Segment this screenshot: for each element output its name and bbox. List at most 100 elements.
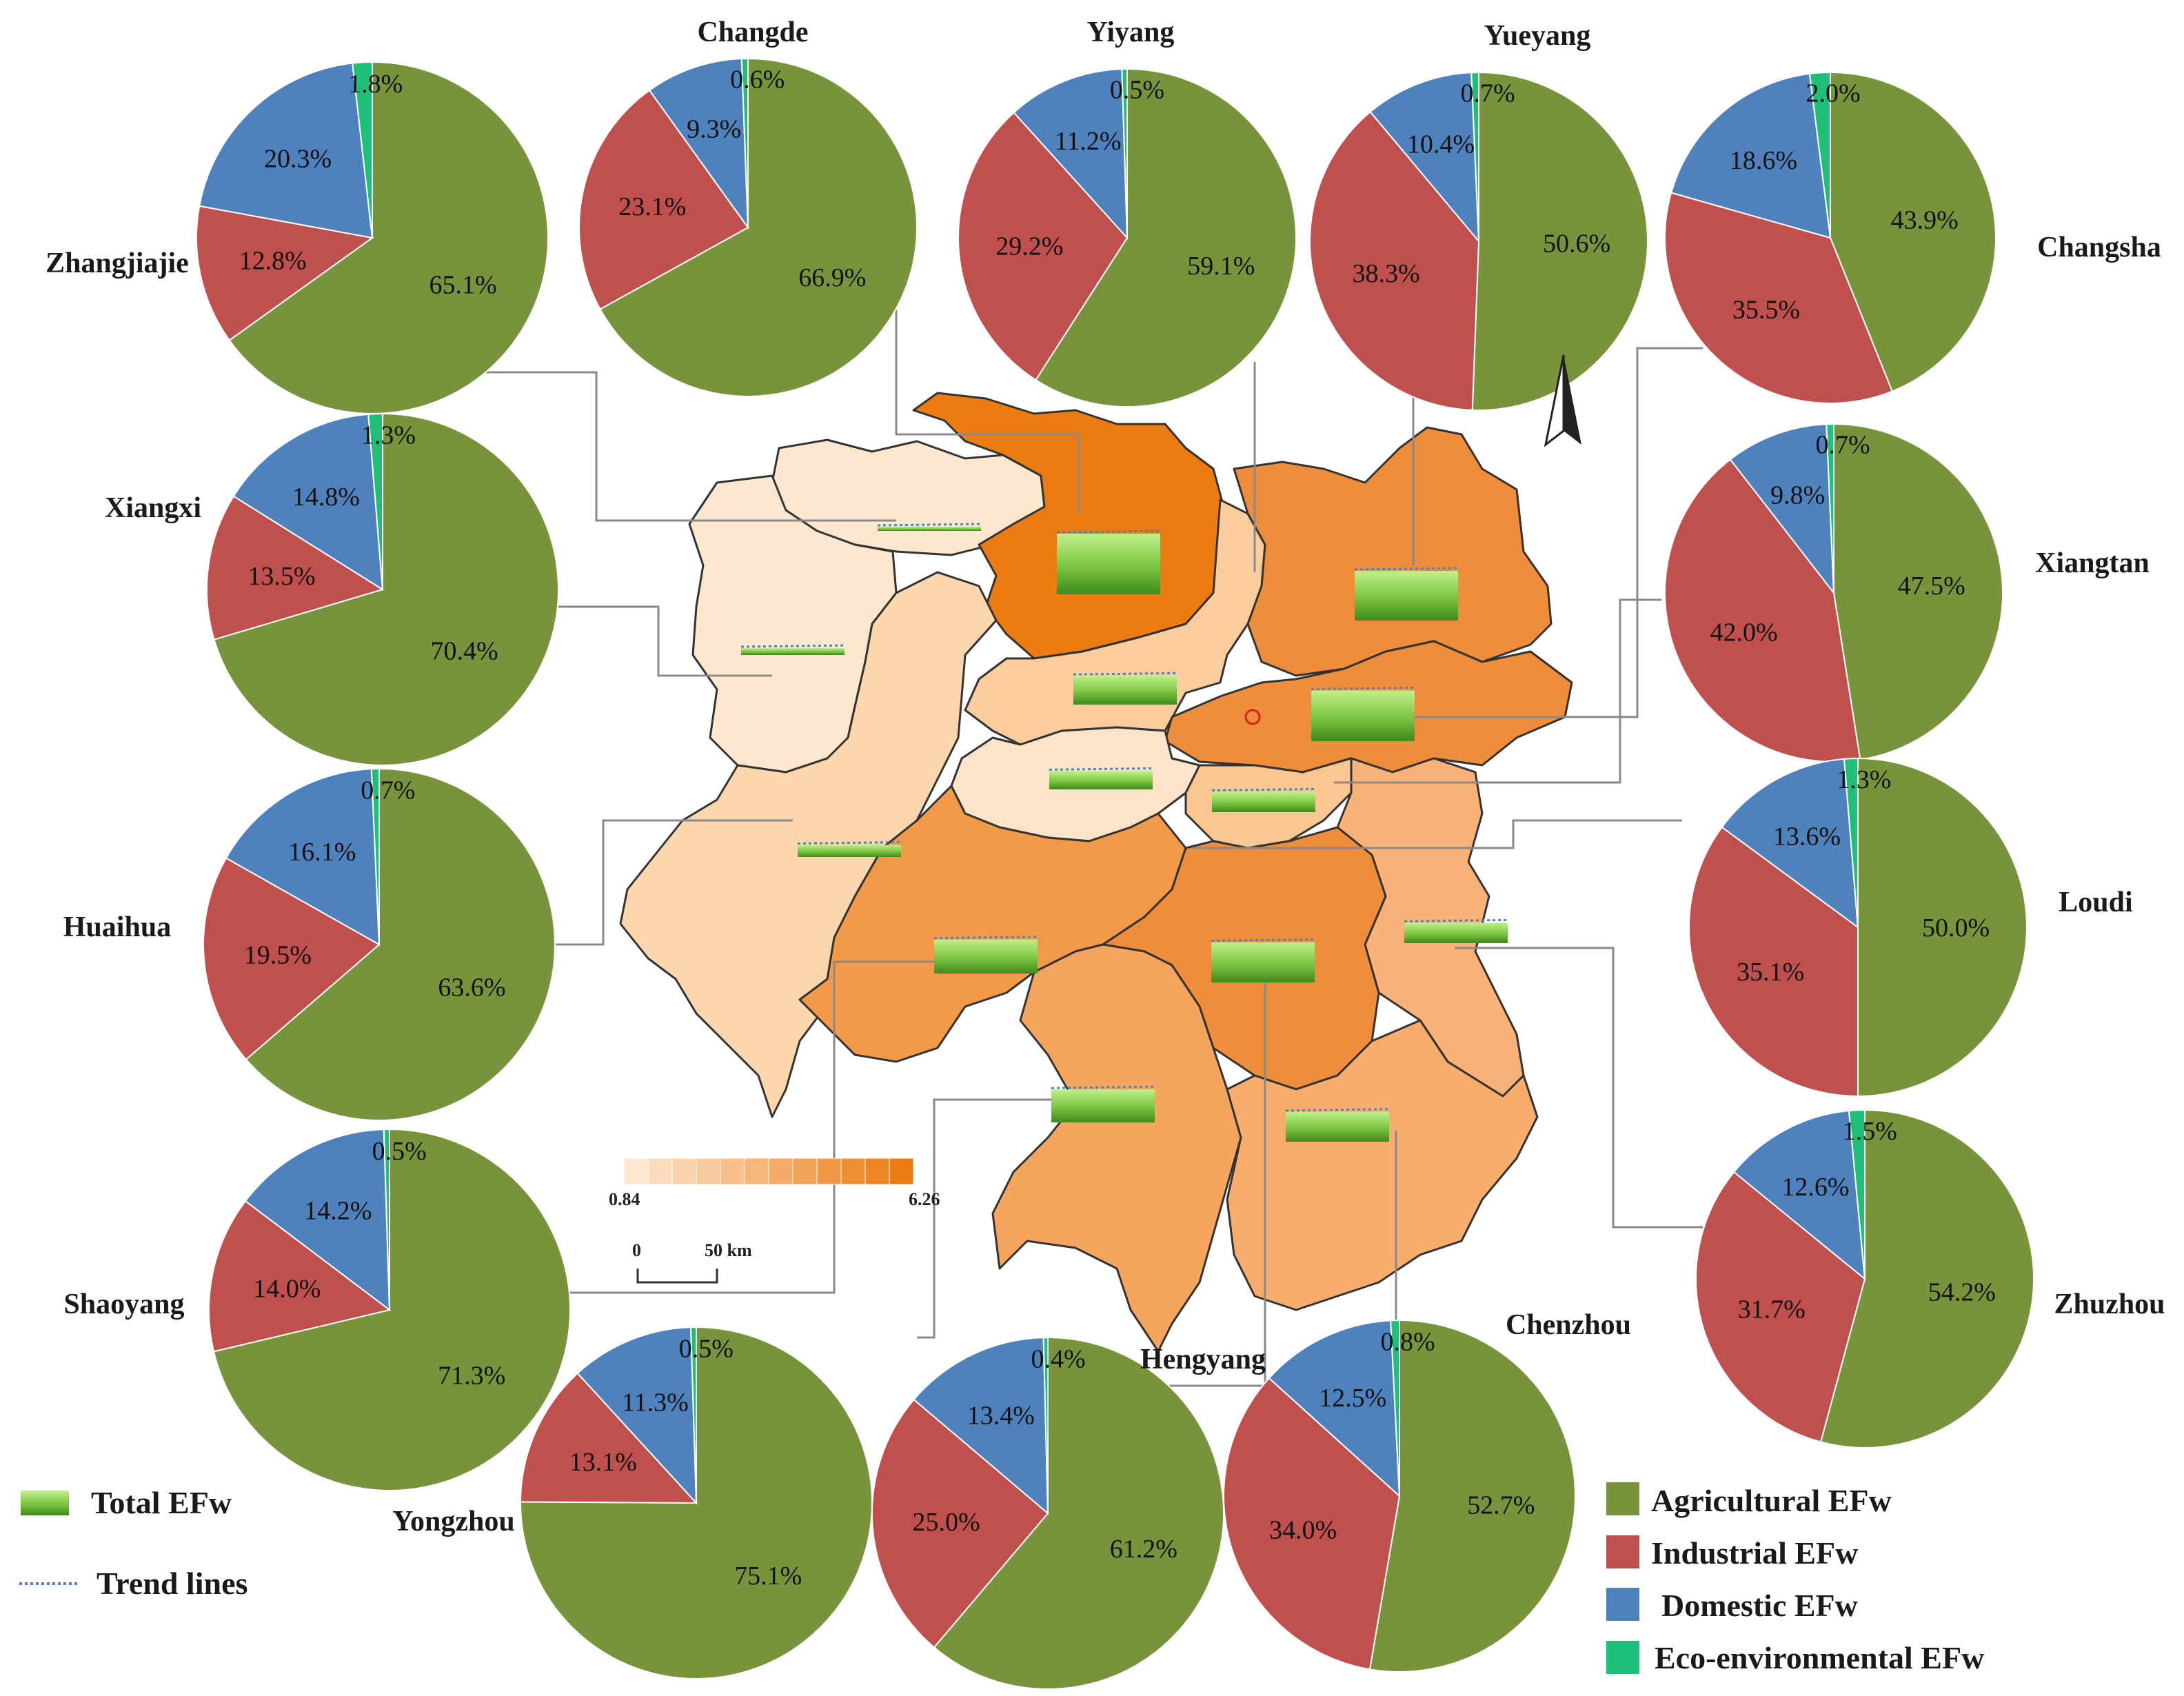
pie-slice-changsha-industrial [1664, 192, 1894, 404]
pie-label-xiangxi-eco: 1.3% [361, 421, 416, 450]
city-label-zhuzhou: Zhuzhou [2054, 1289, 2165, 1320]
pie-chenzhou: 52.7% 34.0% 12.5% 0.8% Chenzhou [1223, 1309, 1631, 1673]
color-scale-step [768, 1158, 793, 1185]
total-efw-bar-zhangjiajie [878, 527, 981, 531]
pie-label-zhuzhou-domestic: 12.6% [1781, 1173, 1849, 1202]
pie-label-changde-domestic: 9.3% [687, 114, 741, 143]
total-efw-bar-xiangtan [1212, 791, 1315, 812]
trend-line-xiangxi [740, 644, 845, 648]
pie-slice-zhuzhou-eco [1848, 1109, 1866, 1280]
trend-line-shaoyang [933, 936, 1038, 940]
total-efw-bar-changde [1057, 534, 1160, 594]
pie-label-changsha-domestic: 18.6% [1730, 146, 1797, 175]
leader-zhangjiajie [465, 371, 896, 522]
pie-slice-xiangxi-eco [367, 412, 383, 590]
trend-line-changde [1056, 529, 1161, 534]
pie-slice-changsha-agricultural [1830, 71, 1996, 392]
pie-label-zhangjiajie-industrial: 12.8% [239, 246, 307, 275]
color-scale-step [792, 1158, 818, 1185]
pie-label-xiangtan-industrial: 42.0% [1710, 618, 1778, 647]
pie-slice-changsha-domestic [1670, 72, 1832, 239]
total-efw-bar-chenzhou [1286, 1111, 1389, 1142]
pie-slice-yiyang-eco [1121, 68, 1128, 239]
pie-slice-changde-industrial [578, 89, 749, 310]
pie-slice-loudi-domestic [1721, 758, 1859, 929]
pie-label-hengyang-agricultural: 61.2% [1110, 1535, 1177, 1564]
pie-label-changde-agricultural: 66.9% [798, 263, 866, 292]
legend-domestic-label: Domestic EFw [1661, 1588, 1858, 1623]
pie-slice-yongzhou-eco [689, 1326, 697, 1504]
pie-shaoyang: 71.3% 14.0% 14.2% 0.5% Shaoyang [63, 1128, 571, 1491]
pie-label-huaihua-industrial: 19.5% [244, 941, 312, 970]
pie-label-yueyang-eco: 0.7% [1460, 79, 1515, 108]
pie-zhangjiajie: 65.1% 12.8% 20.3% 1.8% Zhangjiajie [46, 61, 549, 414]
pie-label-changde-eco: 0.6% [730, 65, 785, 94]
pie-label-xiangtan-agricultural: 47.5% [1898, 572, 1965, 600]
trend-line-hengyang [1211, 938, 1315, 942]
total-efw-bar-zhuzhou [1404, 922, 1508, 943]
pie-slice-hengyang-agricultural [933, 1336, 1224, 1690]
pie-yongzhou: 75.1% 13.1% 11.3% 0.5% Yongzhou [392, 1326, 873, 1679]
total-efw-bar-loudi [1049, 771, 1153, 789]
city-label-zhangjiajie: Zhangjiajie [46, 248, 189, 279]
pie-slice-chenzhou-eco [1390, 1319, 1400, 1497]
pie-slice-yueyang-eco [1470, 71, 1479, 242]
total-efw-bars [740, 523, 1508, 1142]
pie-slice-yueyang-domestic [1369, 72, 1480, 243]
total-efw-bar-yiyang [1073, 676, 1177, 705]
pie-slice-huaihua-domestic [225, 768, 381, 946]
city-label-yueyang: Yueyang [1484, 20, 1591, 52]
pie-slice-chenzhou-agricultural [1368, 1319, 1576, 1673]
pie-label-loudi-domestic: 13.6% [1773, 822, 1841, 851]
color-scale-step [696, 1158, 721, 1185]
color-scale-step [744, 1158, 769, 1185]
pie-label-chenzhou-agricultural: 52.7% [1467, 1491, 1535, 1520]
pie-label-shaoyang-agricultural: 71.3% [438, 1361, 505, 1390]
pie-label-yiyang-industrial: 29.2% [995, 232, 1063, 261]
pie-slice-yiyang-domestic [1013, 68, 1129, 240]
leader-changsha [1413, 347, 1703, 718]
pie-label-yongzhou-industrial: 13.1% [569, 1448, 637, 1477]
trend-line-yongzhou [1051, 1085, 1155, 1089]
pie-slice-yiyang-agricultural [1035, 68, 1297, 407]
legend-domestic-swatch [1606, 1588, 1639, 1621]
pie-changde: 66.9% 23.1% 9.3% 0.6% Changde [578, 17, 918, 397]
pie-slice-zhuzhou-domestic [1732, 1109, 1866, 1281]
pie-label-yueyang-agricultural: 50.6% [1543, 230, 1610, 259]
trend-line-yueyang [1354, 567, 1459, 571]
pie-label-yueyang-domestic: 10.4% [1407, 130, 1475, 159]
pie-slice-chenzhou-industrial [1223, 1377, 1401, 1670]
pie-label-xiangxi-domestic: 14.8% [292, 483, 360, 512]
pie-label-xiangtan-eco: 0.7% [1815, 431, 1870, 460]
pie-slice-loudi-agricultural [1857, 757, 2028, 1098]
color-scale-step [865, 1158, 890, 1185]
pie-label-yongzhou-domestic: 11.3% [622, 1389, 689, 1417]
pie-huaihua: 63.6% 19.5% 16.1% 0.7% Huaihua [63, 767, 556, 1121]
total-efw-bar-xiangxi [741, 648, 845, 655]
pie-label-shaoyang-eco: 0.5% [372, 1137, 427, 1166]
pie-yueyang: 50.6% 38.3% 10.4% 0.7% Yueyang [1309, 20, 1648, 411]
distance-scale-line [636, 1269, 718, 1284]
pie-label-yueyang-industrial: 38.3% [1352, 259, 1419, 288]
pie-label-chenzhou-domestic: 12.5% [1319, 1384, 1386, 1413]
pie-slice-hengyang-industrial [871, 1398, 1049, 1648]
pie-slice-loudi-eco [1843, 757, 1859, 928]
total-efw-bar-hengyang [1211, 942, 1315, 982]
pie-label-changde-industrial: 23.1% [618, 192, 686, 221]
pie-slice-xiangtan-agricultural [1833, 423, 2003, 761]
capital-marker [1244, 709, 1261, 725]
pie-label-huaihua-eco: 0.7% [361, 776, 415, 805]
city-label-loudi: Loudi [2059, 887, 2133, 918]
pie-label-xiangtan-domestic: 9.8% [1770, 481, 1825, 509]
pie-label-huaihua-domestic: 16.1% [288, 838, 356, 867]
region-huaihua [619, 571, 998, 1118]
color-scale-step [647, 1158, 673, 1185]
total-efw-bar-yueyang [1355, 571, 1458, 620]
pie-slice-yueyang-agricultural [1471, 71, 1648, 411]
pie-slice-shaoyang-industrial [208, 1200, 392, 1353]
pie-label-zhangjiajie-agricultural: 65.1% [429, 271, 496, 300]
city-label-changde: Changde [697, 17, 808, 48]
north-arrow-icon [1544, 354, 1581, 447]
